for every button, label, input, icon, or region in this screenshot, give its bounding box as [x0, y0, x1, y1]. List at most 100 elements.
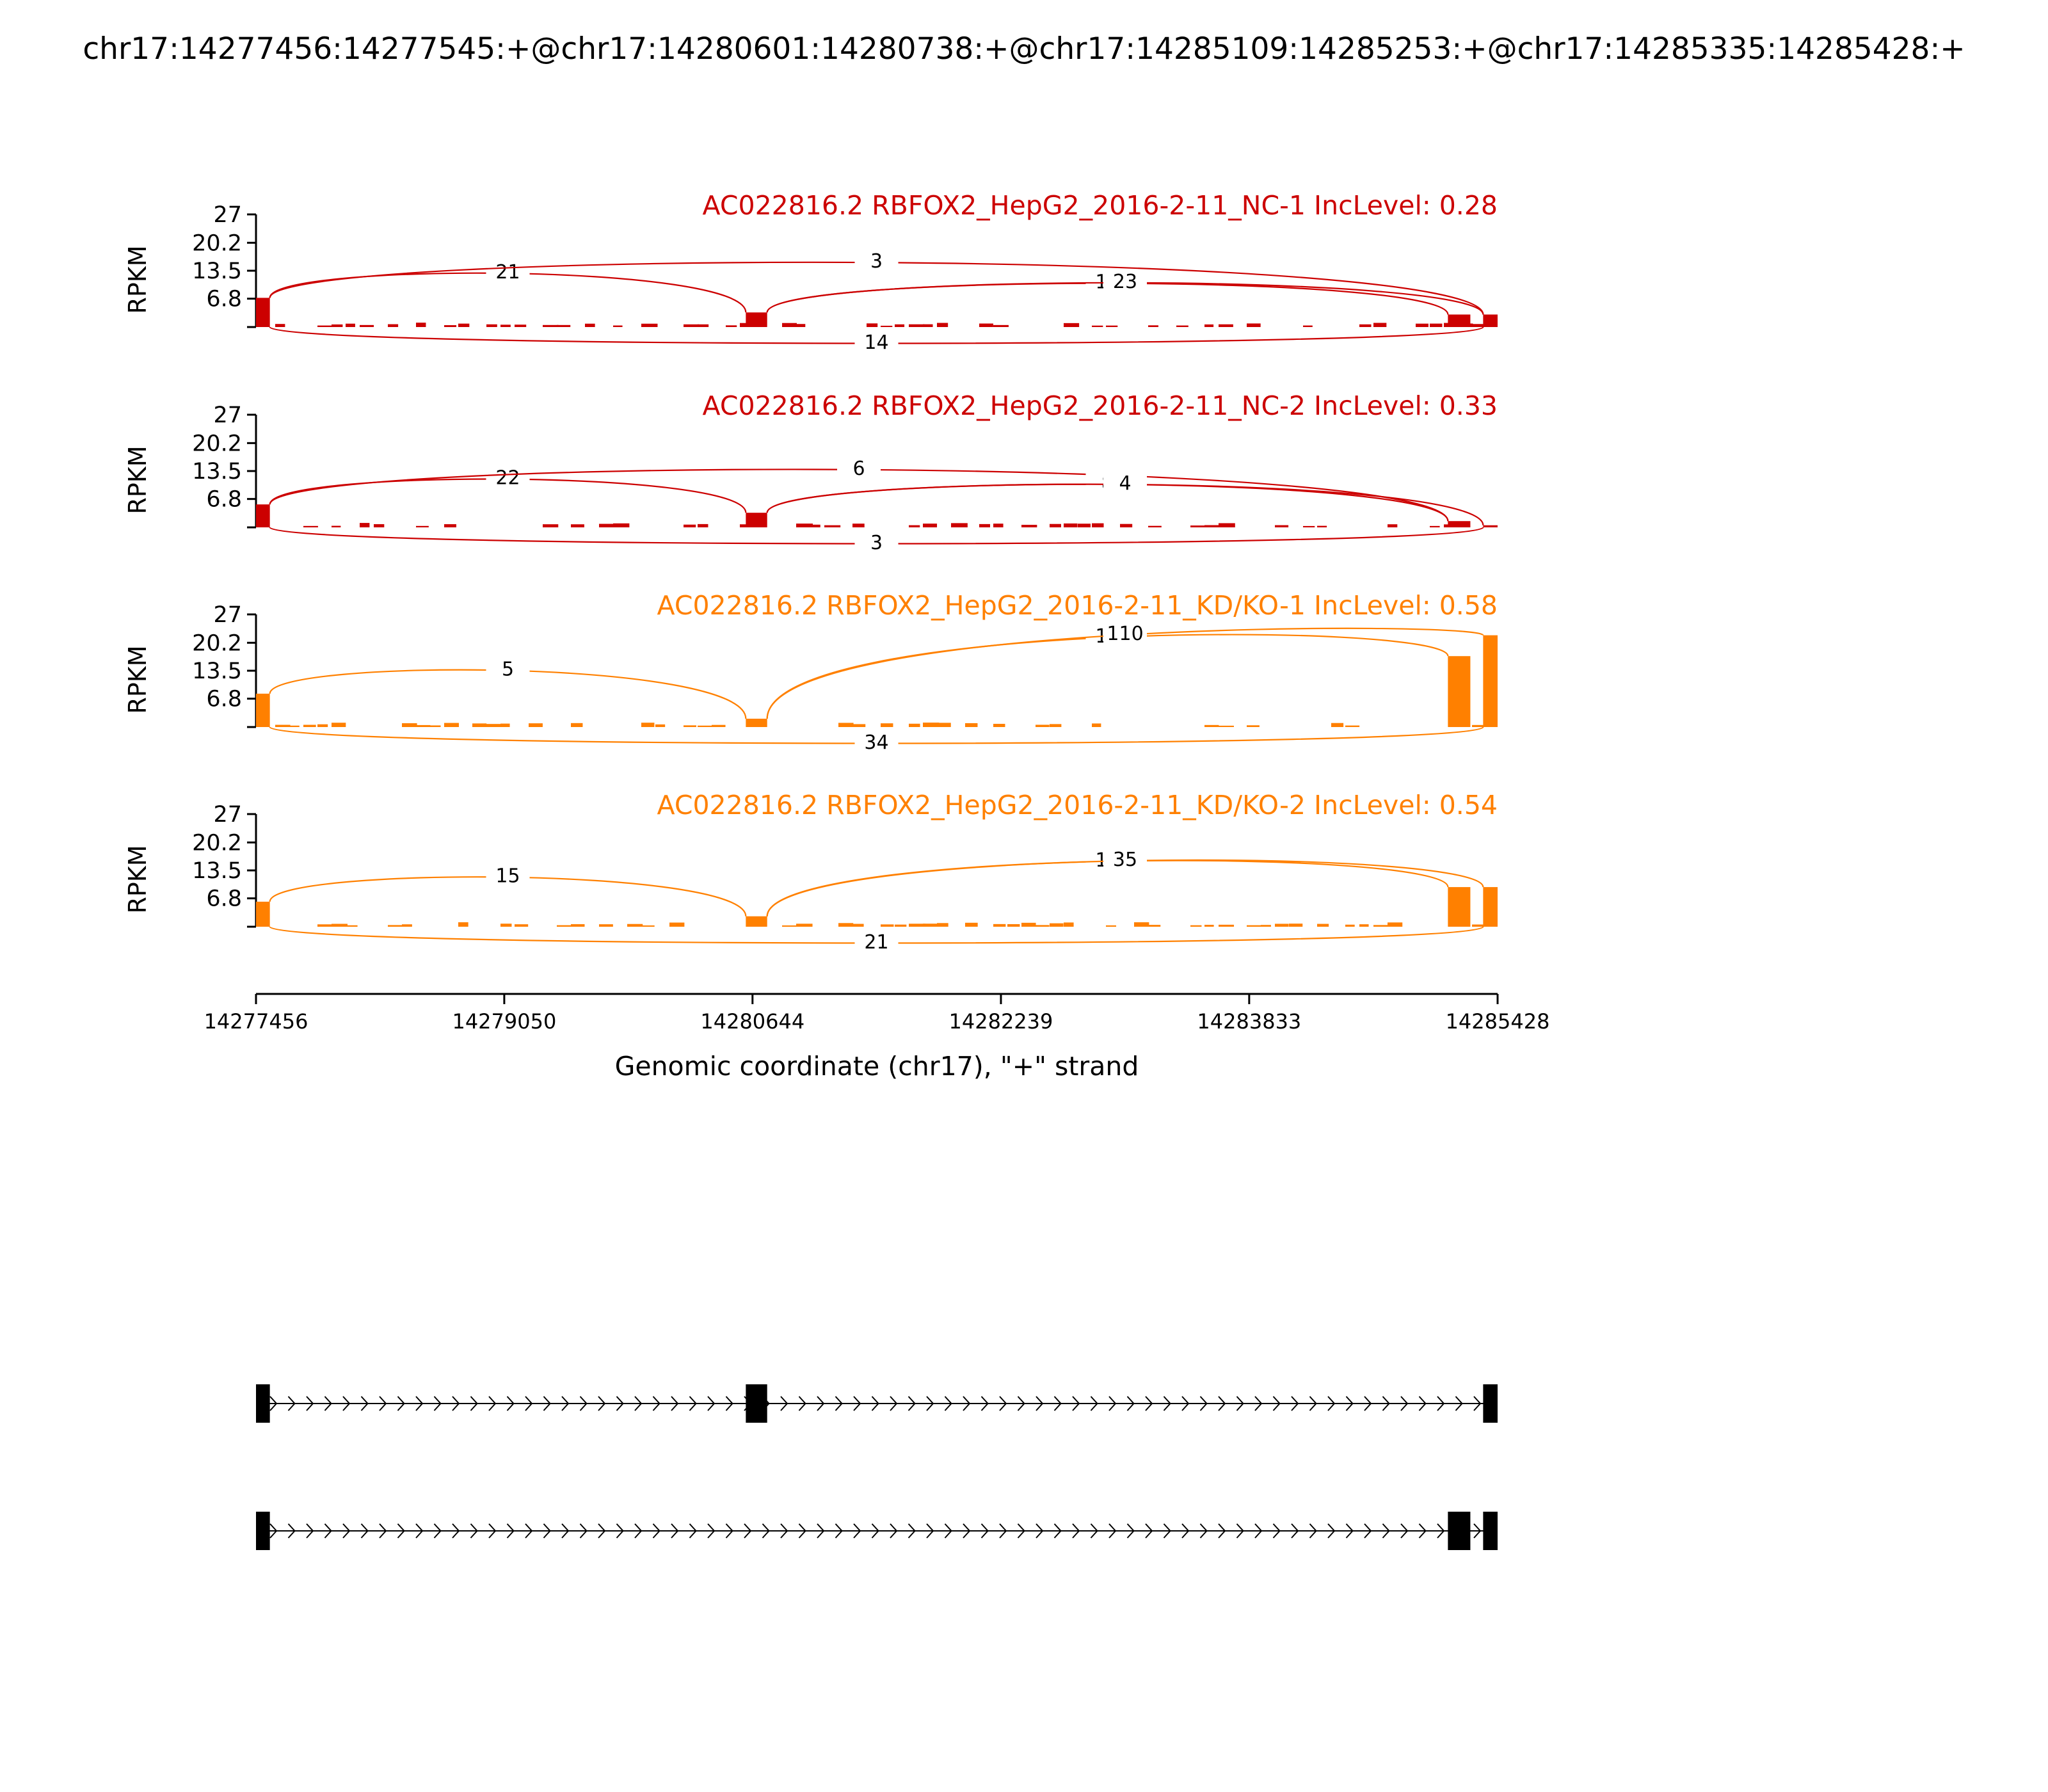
intron-coverage-bar [993, 524, 1004, 527]
intron-coverage-bar [881, 325, 893, 327]
y-tick-label: 6.8 [206, 287, 242, 312]
junction-label-bg [854, 250, 899, 272]
intron-coverage-bar [1331, 723, 1344, 727]
junction-label-bg [486, 466, 530, 488]
strand-arrow [1473, 1523, 1482, 1539]
intron-coverage-bar [486, 324, 497, 327]
strand-arrow [725, 1396, 733, 1411]
strand-arrow [506, 1523, 515, 1539]
strand-arrow [1181, 1523, 1190, 1539]
strand-arrow [579, 1523, 588, 1539]
intron-coverage-bar [909, 723, 920, 727]
intron-coverage-bar [684, 324, 700, 327]
strand-arrow [1072, 1396, 1080, 1411]
strand-arrow [1036, 1523, 1044, 1539]
intron-coverage-bar [416, 525, 429, 527]
strand-arrow [1327, 1523, 1336, 1539]
strand-arrow [470, 1523, 478, 1539]
intron-coverage-bar [571, 723, 583, 727]
intron-coverage-bar [684, 725, 696, 727]
strand-arrow [1437, 1523, 1445, 1539]
intron-coverage-bar [796, 324, 806, 327]
intron-coverage-bar [1430, 525, 1440, 527]
intron-coverage-bar [1050, 724, 1062, 727]
y-axis-title: RPKM [124, 645, 152, 714]
isoform-exon [1483, 1512, 1498, 1550]
strand-arrow [1345, 1396, 1354, 1411]
strand-arrow [342, 1396, 351, 1411]
strand-arrow [452, 1396, 460, 1411]
strand-arrow [1309, 1396, 1317, 1411]
intron-coverage-bar [1050, 923, 1064, 927]
intron-coverage-bar [275, 324, 285, 327]
strand-arrow [1327, 1396, 1336, 1411]
intron-coverage-bar [1303, 525, 1315, 527]
junction-label-bg [1103, 269, 1148, 292]
intron-coverage-bar [1373, 323, 1387, 327]
strand-arrow [1163, 1523, 1171, 1539]
strand-arrow [525, 1396, 533, 1411]
y-tick-label: 20.2 [192, 230, 242, 256]
intron-coverage-bar [852, 724, 866, 727]
strand-arrow [926, 1523, 934, 1539]
intron-coverage-bar [796, 924, 813, 927]
strand-arrow [908, 1523, 916, 1539]
intron-coverage-bar [332, 723, 346, 727]
coverage-bar [1483, 635, 1498, 727]
intron-coverage-bar [1472, 924, 1488, 927]
strand-arrow [1053, 1523, 1062, 1539]
strand-arrow [1108, 1523, 1117, 1539]
intron-coverage-bar [1092, 723, 1101, 727]
intron-coverage-bar [303, 724, 316, 727]
intron-coverage-bar [1345, 924, 1355, 927]
y-tick-label: 13.5 [192, 659, 242, 684]
strand-arrow [1291, 1396, 1299, 1411]
strand-arrow [1053, 1396, 1062, 1411]
strand-arrow [1072, 1523, 1080, 1539]
intron-coverage-bar [909, 324, 925, 327]
strand-arrow [980, 1523, 989, 1539]
intron-coverage-bar [571, 524, 584, 527]
intron-coverage-bar [1106, 925, 1116, 927]
intron-coverage-bar [810, 524, 820, 527]
intron-coverage-bar [1064, 922, 1074, 927]
isoform-layer [256, 1384, 1498, 1550]
strand-arrow [561, 1523, 570, 1539]
intron-coverage-bar [1036, 724, 1050, 727]
intron-coverage-bar [585, 323, 595, 327]
isoform-exon [256, 1512, 270, 1550]
strand-arrow [1254, 1523, 1263, 1539]
x-tick-label: 14280644 [700, 1009, 804, 1034]
intron-coverage-bar [332, 525, 341, 527]
intron-coverage-bar [374, 524, 385, 527]
intron-coverage-bar [1064, 323, 1080, 327]
intron-coverage-bar [937, 923, 948, 927]
intron-coverage-bar [1275, 924, 1289, 927]
strand-arrow [689, 1396, 697, 1411]
intron-coverage-bar [458, 922, 468, 927]
strand-arrow [1108, 1396, 1117, 1411]
y-tick-label: 27 [213, 802, 242, 828]
strand-arrow [871, 1523, 879, 1539]
y-tick-label: 6.8 [206, 886, 242, 912]
strand-arrow [306, 1523, 314, 1539]
intron-coverage-bar [402, 723, 417, 727]
intron-coverage-bar [529, 723, 543, 727]
strand-arrow [744, 1523, 752, 1539]
strand-arrow [1218, 1396, 1226, 1411]
strand-arrow [433, 1396, 442, 1411]
intron-coverage-bar [289, 725, 300, 727]
strand-arrow [1236, 1396, 1244, 1411]
junction-label-bg [854, 531, 899, 553]
strand-arrow [1309, 1523, 1317, 1539]
intron-coverage-bar [332, 324, 343, 327]
intron-coverage-bar [571, 924, 585, 927]
intron-coverage-bar [1204, 525, 1221, 527]
strand-arrow [598, 1396, 606, 1411]
strand-arrow [1145, 1396, 1153, 1411]
intron-coverage-bar [1317, 525, 1327, 527]
coverage-bar [746, 718, 767, 727]
intron-coverage-bar [796, 524, 813, 527]
